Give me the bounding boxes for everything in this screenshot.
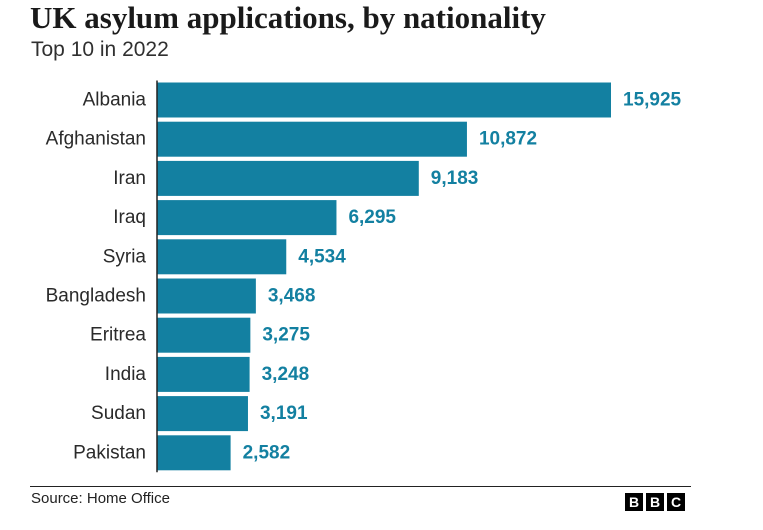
category-label: Iran	[113, 168, 146, 189]
bar	[157, 317, 251, 353]
chart-title: UK asylum applications, by nationality	[30, 0, 546, 35]
value-label: 15,925	[623, 90, 682, 111]
bar	[157, 356, 250, 392]
bbc-logo-letter-3: C	[667, 493, 685, 511]
bar	[157, 396, 248, 432]
value-label: 3,275	[262, 325, 310, 346]
category-label: Albania	[83, 90, 147, 111]
value-label: 3,248	[262, 364, 310, 385]
value-label: 6,295	[348, 207, 396, 228]
bar	[157, 121, 467, 157]
bar-chart: Albania 15,925 Afghanistan 10,872 Iran 9,183 I…	[46, 80, 682, 473]
bar	[157, 239, 287, 275]
chart-subtitle: Top 10 in 2022	[31, 38, 169, 61]
value-label: 3,191	[260, 403, 308, 424]
category-label: Eritrea	[90, 325, 146, 346]
bbc-logo-letter-1: B	[625, 493, 643, 511]
source-note: Source: Home Office	[31, 490, 170, 507]
value-label: 9,183	[431, 168, 479, 189]
value-label: 3,468	[268, 286, 316, 307]
category-label: Bangladesh	[46, 286, 146, 307]
bbc-logo-letter-2: B	[646, 493, 664, 511]
value-label: 4,534	[298, 246, 346, 267]
category-label: India	[105, 364, 147, 385]
bbc-logo: B B C	[625, 493, 685, 511]
footer-divider	[30, 486, 691, 487]
category-label: Sudan	[91, 403, 146, 424]
bar	[157, 278, 256, 314]
value-label: 2,582	[243, 442, 291, 463]
bar	[157, 435, 231, 471]
category-label: Syria	[103, 246, 147, 267]
value-label: 10,872	[479, 129, 537, 150]
bar	[157, 82, 611, 118]
category-label: Pakistan	[73, 442, 146, 463]
category-label: Afghanistan	[46, 129, 146, 150]
bar	[157, 200, 337, 236]
category-label: Iraq	[113, 207, 146, 228]
bar	[157, 160, 419, 196]
